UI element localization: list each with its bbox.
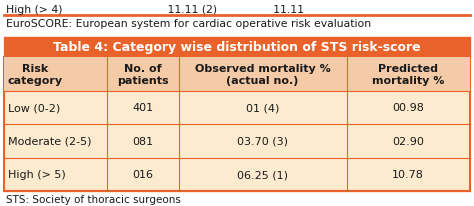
Text: High (> 5): High (> 5) <box>8 169 66 179</box>
Text: Table 4: Category wise distribution of STS risk-score: Table 4: Category wise distribution of S… <box>53 41 421 54</box>
Text: STS: Society of thoracic surgeons: STS: Society of thoracic surgeons <box>6 194 181 204</box>
Text: 401: 401 <box>132 103 153 113</box>
Text: Observed mortality %
(actual no.): Observed mortality % (actual no.) <box>195 64 330 85</box>
Text: 081: 081 <box>132 136 153 146</box>
Text: 00.98: 00.98 <box>392 103 424 113</box>
Text: 02.90: 02.90 <box>392 136 424 146</box>
Text: 10.78: 10.78 <box>392 169 424 179</box>
FancyBboxPatch shape <box>4 58 470 91</box>
Text: High (> 4)                              11.11 (2)                11.11: High (> 4) 11.11 (2) 11.11 <box>6 5 304 15</box>
Text: Moderate (2-5): Moderate (2-5) <box>8 136 91 146</box>
Text: 03.70 (3): 03.70 (3) <box>237 136 288 146</box>
Text: 01 (4): 01 (4) <box>246 103 279 113</box>
Text: 016: 016 <box>132 169 153 179</box>
Text: 06.25 (1): 06.25 (1) <box>237 169 288 179</box>
Text: Predicted
mortality %: Predicted mortality % <box>372 64 445 85</box>
Text: Low (0-2): Low (0-2) <box>8 103 60 113</box>
FancyBboxPatch shape <box>4 38 470 58</box>
FancyBboxPatch shape <box>4 58 470 191</box>
Text: EuroSCORE: European system for cardiac operative risk evaluation: EuroSCORE: European system for cardiac o… <box>6 19 371 29</box>
Text: No. of
patients: No. of patients <box>117 64 168 85</box>
Text: Risk
category: Risk category <box>8 64 63 85</box>
